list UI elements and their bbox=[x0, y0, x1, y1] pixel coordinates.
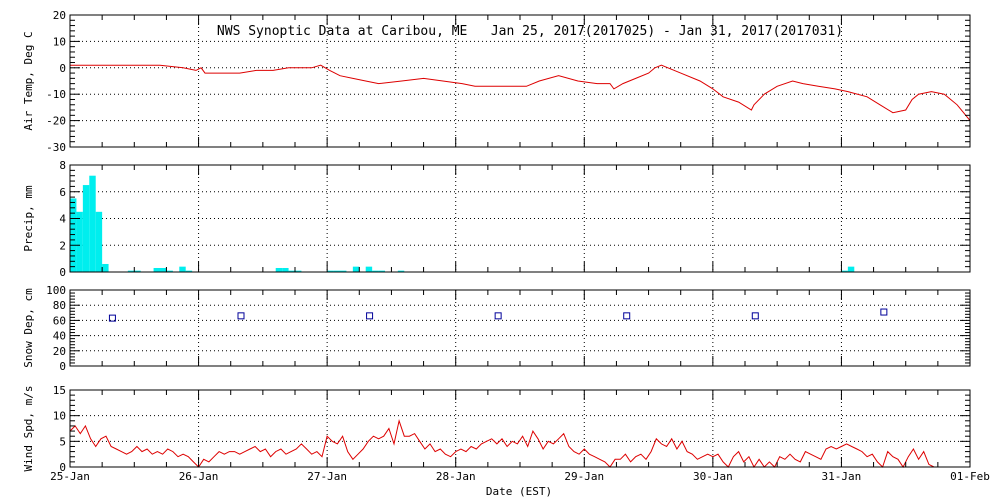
chart-title: NWS Synoptic Data at Caribou, ME Jan 25,… bbox=[217, 24, 843, 39]
snow_depth-point-5 bbox=[751, 312, 759, 320]
wind_speed-ytick-label-0: 15 bbox=[53, 384, 66, 397]
snow_depth-point-6 bbox=[880, 308, 888, 316]
wind_speed-ytick-label-1: 10 bbox=[53, 410, 66, 423]
x-tick-label-3: 28-Jan bbox=[436, 470, 476, 483]
air_temp-ytick-label-5: -30 bbox=[46, 141, 66, 154]
precip-bar-25 bbox=[841, 270, 848, 272]
precip-ytick-label-3: 2 bbox=[59, 239, 66, 252]
air_temp-ytick-label-3: -10 bbox=[46, 88, 66, 101]
snow_depth-y-axis-label: Snow Dep, cm bbox=[22, 288, 35, 368]
air_temp-line bbox=[70, 64, 971, 121]
grid-layer bbox=[70, 15, 970, 467]
precip-bar-26 bbox=[847, 266, 855, 272]
precip-bar-4 bbox=[95, 211, 103, 272]
precip-y-axis-label: Precip, mm bbox=[22, 185, 35, 252]
precip-bar-17 bbox=[327, 270, 334, 272]
precip-ytick-label-1: 6 bbox=[59, 186, 66, 199]
precip-bar-24 bbox=[397, 270, 405, 272]
snow_depth-frame bbox=[69, 289, 971, 367]
snow_depth-ytick-label-4: 20 bbox=[53, 345, 66, 358]
precip-bar-5 bbox=[102, 263, 109, 272]
x-tick-label-2: 27-Jan bbox=[307, 470, 347, 483]
wind_speed-ytick-label-3: 0 bbox=[59, 461, 66, 474]
precip-bar-16 bbox=[295, 270, 302, 272]
precip-bar-2 bbox=[82, 185, 90, 272]
precip-bar-15 bbox=[288, 270, 295, 272]
air_temp-y-axis-label: Air Temp, Deg C bbox=[22, 31, 35, 130]
x-tick-label-0: 25-Jan bbox=[50, 470, 90, 483]
precip-bar-13 bbox=[275, 267, 283, 272]
precip-bar-9 bbox=[160, 267, 167, 272]
snow_depth-ytick-label-0: 100 bbox=[46, 284, 66, 297]
snow_depth-ytick-label-1: 80 bbox=[53, 299, 66, 312]
x-axis-label: Date (EST) bbox=[486, 485, 552, 498]
precip-bar-23 bbox=[378, 270, 385, 272]
precip-bar-21 bbox=[365, 266, 373, 272]
precip-bar-10 bbox=[166, 270, 173, 272]
snow_depth-point-0 bbox=[108, 314, 116, 322]
precip-bar-18 bbox=[333, 270, 340, 272]
snow_depth-point-2 bbox=[366, 312, 374, 320]
snow_depth-ytick-label-3: 40 bbox=[53, 330, 66, 343]
x-tick-label-7: 01-Feb bbox=[950, 470, 990, 483]
precip-bar-19 bbox=[340, 270, 347, 272]
precip-bar-8 bbox=[153, 267, 160, 272]
precip-ytick-label-0: 8 bbox=[59, 159, 66, 172]
precip-bar-3 bbox=[89, 175, 96, 272]
precip-bar-14 bbox=[282, 267, 289, 272]
precip-bar-1 bbox=[76, 211, 83, 272]
precip-bar-0 bbox=[70, 198, 77, 272]
snow_depth-point-1 bbox=[237, 312, 245, 320]
text-layer: NWS Synoptic Data at Caribou, ME Jan 25,… bbox=[22, 9, 990, 498]
air_temp-ytick-label-0: 20 bbox=[53, 9, 66, 22]
precip-ytick-label-2: 4 bbox=[59, 213, 66, 226]
precip-bar-12 bbox=[185, 270, 193, 272]
x-tick-label-6: 31-Jan bbox=[822, 470, 862, 483]
precip-bar-6 bbox=[127, 270, 135, 272]
snow_depth-ytick-label-2: 60 bbox=[53, 314, 66, 327]
wind_speed-ytick-label-2: 5 bbox=[59, 435, 66, 448]
snow_depth-point-4 bbox=[623, 312, 631, 320]
precip-bar-20 bbox=[352, 266, 360, 272]
wind_speed-line bbox=[69, 418, 935, 469]
wind_speed-y-axis-label: Wind Spd, m/s bbox=[22, 385, 35, 471]
x-tick-label-5: 30-Jan bbox=[693, 470, 733, 483]
x-tick-label-1: 26-Jan bbox=[179, 470, 219, 483]
precip-bar-22 bbox=[372, 270, 379, 272]
air_temp-ytick-label-2: 0 bbox=[59, 62, 66, 75]
air_temp-ytick-label-1: 10 bbox=[53, 35, 66, 48]
data-layer bbox=[69, 64, 971, 469]
frames-layer bbox=[69, 14, 971, 468]
wind_speed-frame bbox=[69, 389, 971, 468]
air_temp-ytick-label-4: -20 bbox=[46, 115, 66, 128]
x-tick-label-4: 29-Jan bbox=[564, 470, 604, 483]
precip-bar-11 bbox=[179, 266, 186, 272]
snow_depth-ytick-label-5: 0 bbox=[59, 360, 66, 373]
precip-bar-7 bbox=[134, 270, 141, 272]
precip-ytick-label-4: 0 bbox=[59, 266, 66, 279]
snow_depth-point-3 bbox=[494, 312, 502, 320]
